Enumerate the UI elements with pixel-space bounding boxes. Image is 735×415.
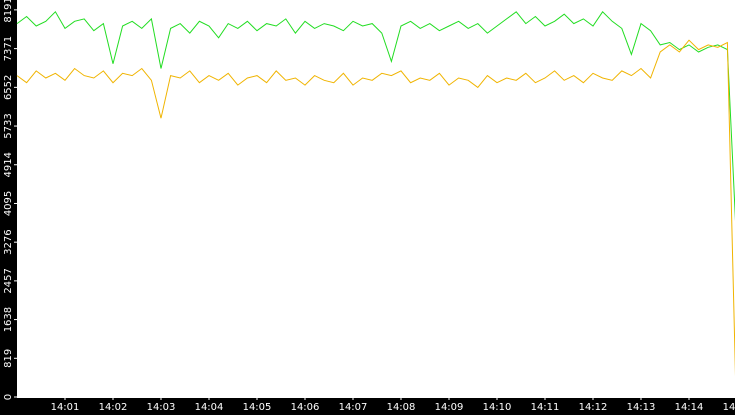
y-tick-label: 4914 [3,152,14,177]
y-tick-label: 1638 [3,307,14,332]
x-tick-label: 14:09 [435,402,464,413]
y-tick-label: 8191 [3,0,14,23]
x-tick-label: 14:15 [723,402,735,413]
x-tick-label: 14:08 [387,402,416,413]
x-tick-label: 14:13 [627,402,656,413]
x-tick-label: 14:03 [147,402,176,413]
x-tick-label: 14:05 [243,402,272,413]
x-tick-label: 14:02 [99,402,128,413]
x-tick-label: 14:12 [579,402,608,413]
y-tick-label: 2457 [3,268,14,293]
x-tick-label: 14:01 [51,402,80,413]
x-tick-label: 14:07 [339,402,368,413]
y-tick-label: 3276 [3,229,14,254]
y-tick-label: 6552 [3,75,14,100]
y-tick-label: 7371 [3,36,14,61]
series-line [16,10,735,222]
x-tick-label: 14:10 [483,402,512,413]
x-tick-label: 14:14 [675,402,704,413]
series-line [16,39,735,377]
y-tick-label: 0 [3,394,14,400]
plot-area [17,0,735,398]
x-tick-label: 14:11 [531,402,560,413]
x-tick-label: 14:06 [291,402,320,413]
y-tick-label: 5733 [3,113,14,138]
x-tick-label: 14:04 [195,402,224,413]
y-tick-label: 4095 [3,191,14,216]
y-tick-label: 819 [3,349,14,368]
